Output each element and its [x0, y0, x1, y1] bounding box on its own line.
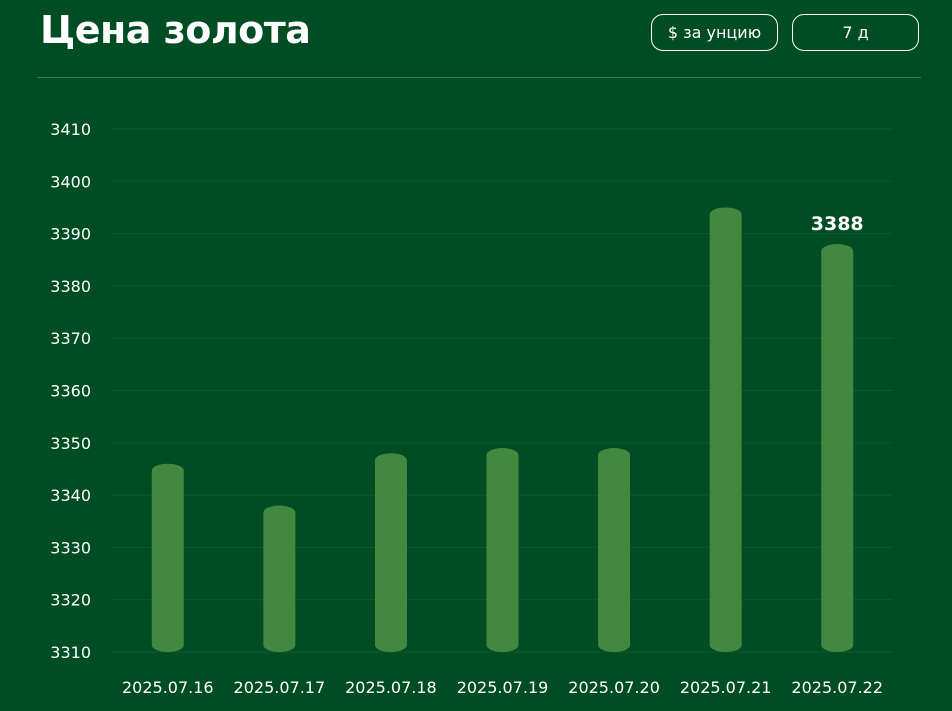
y-tick-label: 3370	[50, 329, 91, 348]
x-axis-ticks: 2025.07.16 2025.07.17 2025.07.18 2025.07.19…	[122, 678, 883, 697]
x-tick-label: 2025.07.18	[345, 678, 437, 697]
bars	[151, 207, 854, 652]
bar-2025.07.18[interactable]	[374, 453, 407, 652]
unit-toggle-button[interactable]: $ за унцию	[651, 14, 778, 51]
y-tick-label: 3390	[50, 225, 91, 244]
y-tick-label: 3410	[50, 120, 91, 139]
y-tick-label: 3400	[50, 172, 91, 191]
x-tick-label: 2025.07.20	[568, 678, 660, 697]
y-tick-label: 3360	[50, 382, 91, 401]
y-axis-ticks: 3310 3320 3330 3340 3350 3360 3370 3380 3390 3400…	[50, 120, 91, 662]
y-tick-label: 3380	[50, 277, 91, 296]
page-title: Цена золота	[40, 8, 311, 52]
bar-2025.07.16[interactable]	[151, 463, 184, 652]
range-select-button[interactable]: 7 д	[792, 14, 919, 51]
bar-2025.07.20[interactable]	[598, 448, 631, 652]
bar-value-label: 3388	[811, 213, 864, 235]
x-tick-label: 2025.07.22	[791, 678, 883, 697]
bar-2025.07.17[interactable]	[263, 505, 296, 652]
data-labels: 3388	[811, 213, 864, 235]
header-divider	[37, 77, 921, 78]
y-tick-label: 3340	[50, 486, 91, 505]
x-tick-label: 2025.07.19	[457, 678, 549, 697]
y-tick-label: 3310	[50, 643, 91, 662]
bar-2025.07.22[interactable]	[821, 244, 854, 652]
x-tick-label: 2025.07.17	[234, 678, 326, 697]
y-tick-label: 3350	[50, 434, 91, 453]
x-tick-label: 2025.07.16	[122, 678, 214, 697]
y-tick-label: 3320	[50, 591, 91, 610]
y-tick-label: 3330	[50, 538, 91, 557]
x-tick-label: 2025.07.21	[680, 678, 772, 697]
bar-2025.07.21[interactable]	[709, 207, 742, 652]
bar-2025.07.19[interactable]	[486, 448, 519, 652]
